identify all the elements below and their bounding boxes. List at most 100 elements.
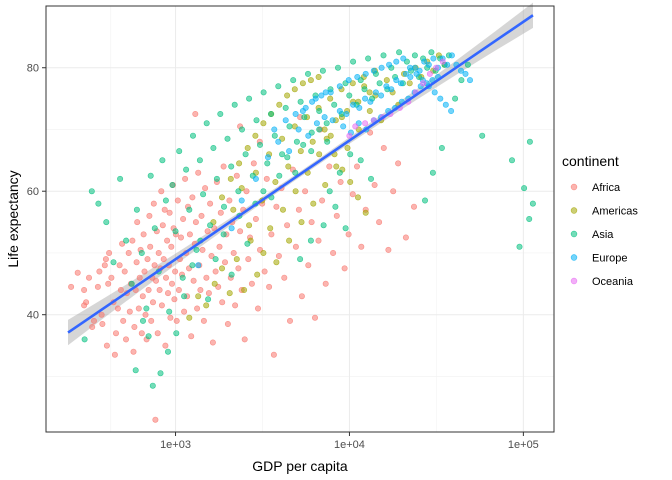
data-point-americas — [272, 179, 279, 186]
data-point-americas — [211, 280, 218, 287]
data-point-europe — [318, 92, 325, 99]
data-point-africa — [390, 188, 397, 195]
data-point-asia — [342, 225, 349, 232]
data-point-africa — [217, 209, 224, 216]
data-point-europe — [362, 70, 369, 77]
data-point-africa — [166, 209, 173, 216]
data-point-asia — [244, 240, 251, 247]
data-point-africa — [81, 286, 88, 293]
data-point-asia — [138, 250, 145, 257]
data-point-asia — [307, 237, 314, 244]
data-point-africa — [119, 240, 126, 247]
data-point-oceania — [433, 64, 440, 71]
data-point-africa — [117, 286, 124, 293]
data-point-africa — [150, 200, 157, 207]
data-point-africa — [86, 274, 93, 281]
data-point-africa — [380, 145, 387, 152]
data-point-africa — [235, 265, 242, 272]
data-point-asia — [316, 108, 323, 115]
data-point-asia — [428, 49, 435, 56]
data-point-asia — [117, 175, 124, 182]
data-point-africa — [135, 305, 142, 312]
data-point-africa — [188, 333, 195, 340]
data-point-americas — [322, 182, 329, 189]
data-point-asia — [256, 141, 263, 148]
data-point-europe — [286, 148, 293, 155]
data-point-americas — [299, 80, 306, 87]
data-point-americas — [383, 77, 390, 84]
legend-label-africa: Africa — [592, 182, 621, 194]
data-point-asia — [297, 98, 304, 105]
data-point-africa — [153, 277, 160, 284]
data-point-europe — [448, 52, 455, 59]
data-point-africa — [169, 280, 176, 287]
data-point-africa — [202, 185, 209, 192]
data-point-americas — [260, 250, 267, 257]
data-point-europe — [238, 197, 245, 204]
data-point-africa — [134, 219, 141, 226]
data-point-asia — [179, 274, 186, 281]
data-point-asia — [169, 182, 176, 189]
data-point-africa — [161, 206, 168, 213]
data-point-europe — [345, 77, 352, 84]
data-point-americas — [246, 222, 253, 229]
data-point-asia — [217, 111, 224, 118]
data-point-africa — [248, 280, 255, 287]
legend-label-americas: Americas — [592, 206, 638, 218]
data-point-oceania — [362, 120, 369, 127]
data-point-americas — [315, 74, 322, 81]
data-point-asia — [304, 70, 311, 77]
data-point-asia — [331, 101, 338, 108]
data-point-americas — [279, 135, 286, 142]
data-point-europe — [430, 55, 437, 62]
data-point-asia — [529, 200, 536, 207]
data-point-asia — [88, 188, 95, 195]
data-point-europe — [372, 89, 379, 96]
data-point-africa — [106, 250, 113, 257]
data-point-africa — [216, 243, 223, 250]
data-point-americas — [362, 209, 369, 216]
data-point-europe — [442, 101, 449, 108]
data-point-europe — [386, 61, 393, 68]
data-point-europe — [425, 61, 432, 68]
data-point-europe — [457, 67, 464, 74]
data-point-africa — [96, 268, 103, 275]
data-point-americas — [285, 163, 292, 170]
y-axis: 40 60 80 — [27, 63, 46, 322]
data-point-africa — [222, 259, 229, 266]
data-point-africa — [130, 348, 137, 355]
data-point-asia — [323, 120, 330, 127]
data-point-africa — [98, 311, 105, 318]
legend-label-europe: Europe — [592, 253, 627, 265]
data-point-asia — [282, 104, 289, 111]
data-point-africa — [175, 286, 182, 293]
data-point-africa — [111, 351, 118, 358]
data-point-americas — [309, 138, 316, 145]
data-point-asia — [128, 280, 135, 287]
data-point-asia — [526, 216, 533, 223]
data-point-europe — [312, 95, 319, 102]
data-point-asia — [276, 172, 283, 179]
data-point-africa — [147, 243, 154, 250]
data-point-europe — [370, 67, 377, 74]
data-point-asia — [95, 200, 102, 207]
data-point-africa — [315, 237, 322, 244]
data-point-europe — [421, 58, 428, 65]
data-point-africa — [103, 342, 110, 349]
data-point-africa — [224, 320, 231, 327]
data-point-africa — [114, 305, 121, 312]
data-point-africa — [74, 269, 81, 276]
data-point-europe — [378, 92, 385, 99]
data-point-africa — [146, 212, 153, 219]
data-point-europe — [305, 132, 312, 139]
y-axis-title: Life expectancy — [5, 170, 21, 267]
data-point-africa — [173, 317, 180, 324]
data-point-africa — [295, 206, 302, 213]
data-point-africa — [120, 317, 127, 324]
data-point-asia — [110, 259, 117, 266]
data-point-asia — [326, 188, 333, 195]
data-point-americas — [291, 86, 298, 93]
data-point-africa — [322, 280, 329, 287]
data-point-africa — [281, 274, 288, 281]
data-point-africa — [326, 163, 333, 170]
